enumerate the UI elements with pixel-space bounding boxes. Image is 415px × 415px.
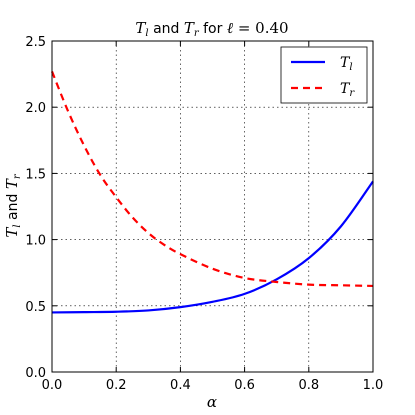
y-tick-label: 1.0: [25, 234, 46, 249]
x-tick-label: 1.0: [363, 378, 384, 393]
y-tick-label: 1.5: [25, 167, 46, 182]
series-layer: [50, 71, 374, 314]
legend: Tl Tr: [280, 46, 368, 104]
legend-box: [280, 46, 368, 104]
x-tick-label: 0.4: [170, 378, 191, 393]
y-axis-label: Tl and Tr: [3, 173, 23, 237]
x-tick-label: 0.6: [234, 378, 255, 393]
series-line-t-l: [51, 180, 374, 314]
x-tick-label: 0.0: [42, 378, 63, 393]
chart-title: Tl and Tr for ℓ = 0.40: [135, 19, 288, 39]
ticks: [51, 40, 374, 373]
y-tick-label: 2.0: [25, 101, 46, 116]
x-tick-label: 0.2: [106, 378, 127, 393]
y-tick-label: 0.0: [25, 366, 46, 381]
y-tick-label: 2.5: [25, 35, 46, 50]
plot-frame: [51, 40, 374, 373]
y-tick-label: 0.5: [25, 300, 46, 315]
x-axis-label: α: [207, 393, 217, 411]
x-tick-label: 0.8: [298, 378, 319, 393]
tick-labels: 0.0 0.2 0.4 0.6 0.8 1.0 0.0 0.5 1.0 1.5 2.0 2.5: [25, 35, 383, 393]
series-line-t-r: [50, 71, 374, 288]
